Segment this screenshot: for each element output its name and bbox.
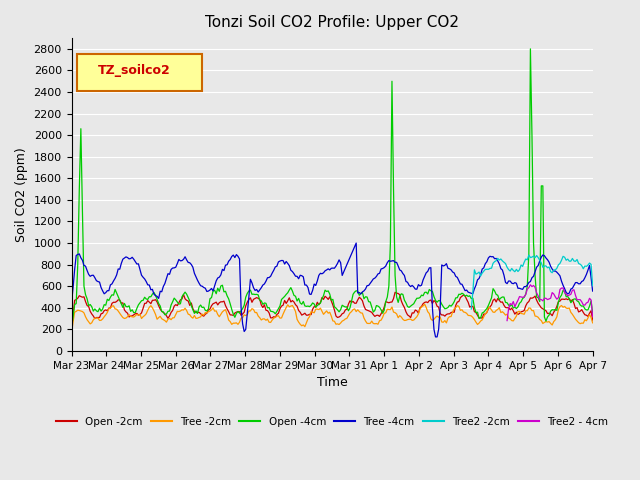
Open -2cm [68, 325, 76, 331]
Tree -2cm [589, 320, 596, 326]
Text: TZ_soilco2: TZ_soilco2 [97, 64, 170, 77]
Tree -4cm [589, 288, 596, 294]
Open -2cm [74, 295, 81, 301]
Line: Tree2 -2cm: Tree2 -2cm [471, 255, 593, 309]
Open -2cm [495, 298, 503, 303]
Open -4cm [74, 262, 81, 267]
Open -4cm [589, 310, 596, 315]
Line: Open -2cm: Open -2cm [72, 292, 593, 328]
Tree -4cm [362, 286, 369, 292]
Legend: Open -2cm, Tree -2cm, Open -4cm, Tree -4cm, Tree2 -2cm, Tree2 - 4cm: Open -2cm, Tree -2cm, Open -4cm, Tree -4… [52, 412, 612, 431]
Line: Open -4cm: Open -4cm [72, 49, 593, 327]
Tree -2cm [68, 330, 76, 336]
Open -2cm [391, 289, 399, 295]
Tree -2cm [420, 301, 428, 307]
Line: Tree -4cm: Tree -4cm [72, 243, 593, 337]
X-axis label: Time: Time [317, 376, 348, 389]
Open -4cm [494, 292, 502, 298]
Tree -4cm [68, 300, 76, 306]
Y-axis label: Soil CO2 (ppm): Soil CO2 (ppm) [15, 147, 28, 242]
Tree2 -2cm [494, 255, 502, 261]
Title: Tonzi Soil CO2 Profile: Upper CO2: Tonzi Soil CO2 Profile: Upper CO2 [205, 15, 459, 30]
Open -2cm [223, 306, 231, 312]
Line: Tree -2cm: Tree -2cm [72, 304, 593, 333]
Tree -2cm [360, 315, 368, 321]
Tree -2cm [183, 308, 191, 313]
Open -2cm [360, 303, 368, 309]
Line: Tree2 - 4cm: Tree2 - 4cm [507, 285, 593, 321]
Tree -4cm [223, 262, 231, 268]
Tree2 - 4cm [589, 314, 596, 320]
Tree -4cm [353, 240, 360, 246]
Tree -4cm [503, 281, 511, 287]
Open -4cm [360, 296, 368, 301]
Open -4cm [183, 291, 191, 297]
Tree -2cm [502, 312, 509, 318]
Tree2 -2cm [500, 259, 508, 265]
Tree -2cm [495, 305, 503, 311]
Tree -4cm [497, 266, 505, 272]
Open -4cm [68, 324, 76, 330]
Tree -4cm [431, 334, 439, 340]
Tree -2cm [223, 312, 231, 317]
Open -4cm [223, 293, 231, 299]
Tree -4cm [74, 252, 81, 257]
Open -2cm [589, 317, 596, 323]
Open -2cm [183, 298, 191, 303]
Open -4cm [500, 294, 508, 300]
FancyBboxPatch shape [77, 54, 202, 91]
Tree -4cm [183, 257, 191, 263]
Tree -2cm [74, 307, 81, 313]
Tree2 -2cm [589, 283, 596, 288]
Open -4cm [527, 46, 534, 52]
Open -2cm [502, 305, 509, 311]
